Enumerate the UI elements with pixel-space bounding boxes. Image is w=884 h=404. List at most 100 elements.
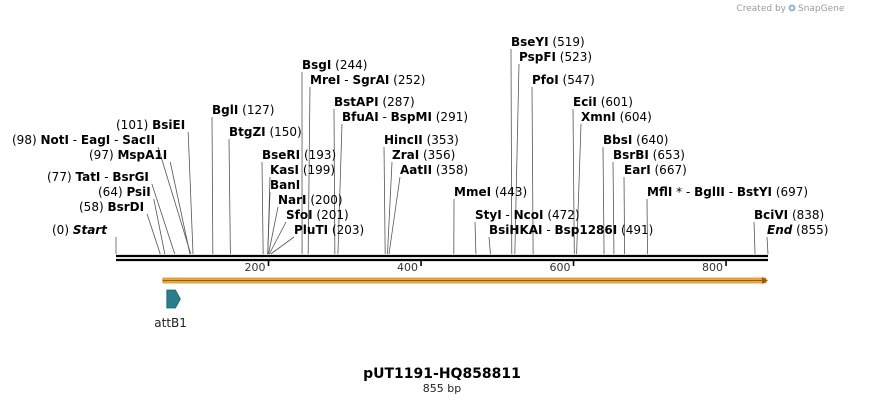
separator: - xyxy=(340,73,352,87)
site-connector xyxy=(766,236,769,255)
site-label[interactable]: BglI (127) xyxy=(212,103,274,117)
separator: - xyxy=(379,110,391,124)
site-label[interactable]: StyI - NcoI (472) xyxy=(475,208,580,222)
cut-position: (77) xyxy=(47,170,75,184)
cut-position: (101) xyxy=(116,118,152,132)
site-label[interactable]: (97) MspA1I xyxy=(89,148,167,162)
site-connector xyxy=(169,161,191,255)
site-label[interactable]: MmeI (443) xyxy=(454,185,527,199)
site-label[interactable]: KasI (199) xyxy=(270,163,335,177)
enzyme-name: SgrAI xyxy=(352,73,389,87)
enzyme-name: EciI xyxy=(573,95,597,109)
enzyme-name: BstYI xyxy=(737,185,772,199)
separator: - xyxy=(69,133,81,147)
site-connector xyxy=(228,138,231,255)
enzyme-name: PspFI xyxy=(519,50,556,64)
orf-arrowhead xyxy=(762,277,768,284)
site-connector xyxy=(488,236,491,255)
cut-position: (838) xyxy=(788,208,824,222)
site-connector xyxy=(146,213,161,255)
site-label[interactable]: BtgZI (150) xyxy=(229,125,302,139)
cut-position: (252) xyxy=(389,73,425,87)
enzyme-name: MreI xyxy=(310,73,340,87)
site-label[interactable]: BsrBI (653) xyxy=(613,148,685,162)
enzyme-name: SacII xyxy=(122,133,155,147)
cut-position: (58) xyxy=(79,200,107,214)
feature-attB1[interactable]: attB1 xyxy=(154,289,187,330)
enzyme-name: MspA1I xyxy=(117,148,167,162)
ruler-tick-label: 400 xyxy=(397,261,418,274)
site-label[interactable]: BanI xyxy=(270,178,300,192)
site-connector xyxy=(612,161,615,255)
site-label[interactable]: PspFI (523) xyxy=(519,50,592,64)
site-label[interactable]: ZraI (356) xyxy=(392,148,455,162)
site-connector xyxy=(157,146,192,255)
site-label[interactable]: BsgI (244) xyxy=(302,58,367,72)
site-label[interactable]: (98) NotI - EagI - SacII xyxy=(12,133,155,147)
site-connector xyxy=(268,221,287,255)
cut-position: (203) xyxy=(328,223,364,237)
site-label[interactable]: BfuAI - BspMI (291) xyxy=(342,110,468,124)
enzyme-name: BseRI xyxy=(262,148,300,162)
enzyme-name: BglII xyxy=(694,185,725,199)
enzyme-name: XmnI xyxy=(581,110,616,124)
site-label[interactable]: MreI - SgrAI (252) xyxy=(310,73,425,87)
cut-position: (640) xyxy=(632,133,668,147)
site-label[interactable]: (77) TatI - BsrGI xyxy=(47,170,149,184)
cut-position: (601) xyxy=(597,95,633,109)
enzyme-name: KasI xyxy=(270,163,299,177)
credit-brand: SnapGene xyxy=(798,4,845,14)
site-label[interactable]: XmnI (604) xyxy=(581,110,652,124)
cut-position: (64) xyxy=(98,185,126,199)
site-connector xyxy=(383,146,386,255)
site-connector xyxy=(572,108,575,255)
snapgene-credit: Created by SnapGene xyxy=(736,4,844,14)
enzyme-name: BsgI xyxy=(302,58,331,72)
site-label[interactable]: (0) Start xyxy=(52,223,108,237)
site-label[interactable]: (64) PsiI xyxy=(98,185,151,199)
site-connector xyxy=(187,131,194,255)
site-connector xyxy=(211,116,214,255)
enzyme-name: BseYI xyxy=(511,35,549,49)
site-label[interactable]: AatII (358) xyxy=(400,163,468,177)
site-label[interactable]: EarI (667) xyxy=(624,163,687,177)
enzyme-name: HincII xyxy=(384,133,423,147)
map-title: pUT1191-HQ858811 xyxy=(363,366,521,382)
site-label[interactable]: BsiHKAI - Bsp1286I (491) xyxy=(489,223,653,237)
site-label[interactable]: BseYI (519) xyxy=(511,35,585,49)
cut-position: (472) xyxy=(544,208,580,222)
cut-position: (491) xyxy=(617,223,653,237)
enzyme-name: BciVI xyxy=(754,208,788,222)
site-label[interactable]: (101) BsiEI xyxy=(116,118,185,132)
cut-position: (604) xyxy=(616,110,652,124)
site-connector xyxy=(333,108,336,255)
site-label[interactable]: BseRI (193) xyxy=(262,148,336,162)
site-label[interactable]: End (855) xyxy=(767,223,828,237)
site-label[interactable]: EciI (601) xyxy=(573,95,633,109)
site-connector xyxy=(337,123,343,255)
site-label[interactable]: BciVI (838) xyxy=(754,208,824,222)
site-label[interactable]: NarI (200) xyxy=(278,193,343,207)
orf-bar xyxy=(162,277,768,284)
site-label[interactable]: PfoI (547) xyxy=(532,73,595,87)
site-label[interactable]: PluTI (203) xyxy=(294,223,364,237)
enzyme-name: ZraI xyxy=(392,148,419,162)
terminal-label: Start xyxy=(73,223,108,237)
ruler-tick-label: 600 xyxy=(550,261,571,274)
site-label[interactable]: HincII (353) xyxy=(384,133,459,147)
map-length: 855 bp xyxy=(423,382,461,395)
separator: - xyxy=(725,185,737,199)
site-label[interactable]: MflI * - BglII - BstYI (697) xyxy=(647,185,808,199)
site-connector xyxy=(387,161,393,255)
enzyme-name: BsrDI xyxy=(107,200,144,214)
enzyme-name: EarI xyxy=(624,163,651,177)
cut-position: (244) xyxy=(331,58,367,72)
cut-position: (547) xyxy=(559,73,595,87)
feature-arrow-icon[interactable] xyxy=(166,289,181,309)
site-connector xyxy=(388,176,401,255)
site-label[interactable]: (58) BsrDI xyxy=(79,200,144,214)
site-label[interactable]: BbsI (640) xyxy=(603,133,668,147)
site-connector xyxy=(261,161,264,255)
site-label[interactable]: SfoI (201) xyxy=(286,208,349,222)
site-label[interactable]: BstAPI (287) xyxy=(334,95,415,109)
